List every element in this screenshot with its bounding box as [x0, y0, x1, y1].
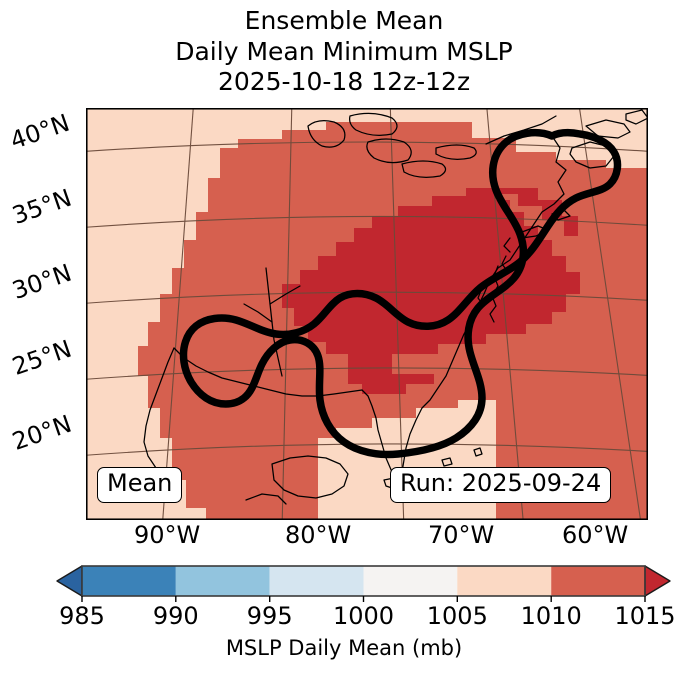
- title-line-2: Daily Mean Minimum MSLP: [175, 36, 513, 66]
- fill-lobe-gulfcoast: [348, 364, 434, 394]
- river-tributary: [243, 303, 273, 323]
- lon-tick-80w: 80°W: [285, 521, 352, 549]
- colorbar-swatches[interactable]: [0, 558, 688, 604]
- lon-tick-70w: 70°W: [428, 521, 495, 549]
- colorbar-band-985-990: [82, 566, 176, 596]
- colorbar-ticks: [81, 596, 646, 602]
- newfoundland: [625, 109, 648, 125]
- colorbar-tick-985: 985: [59, 602, 105, 630]
- coast-central-america: [245, 493, 287, 505]
- colorbar-tick-1005: 1005: [426, 602, 488, 630]
- page-title: Ensemble Mean Daily Mean Minimum MSLP 20…: [0, 6, 688, 98]
- map-frame: [86, 108, 648, 520]
- coast-gulf-north: [173, 347, 363, 397]
- map-panel[interactable]: [86, 108, 648, 520]
- colorbar-tick-995: 995: [246, 602, 293, 630]
- yucatan-peninsula: [271, 455, 349, 499]
- colorbar-tick-1010: 1010: [520, 602, 582, 630]
- lat-tick-30n: 30°N: [8, 258, 76, 305]
- contour-main-loop: [179, 128, 622, 459]
- colorbar-axis-label: MSLP Daily Mean (mb): [225, 636, 463, 660]
- coast-mexico-east: [143, 347, 175, 477]
- parallel-25n: [86, 367, 648, 380]
- title-line-1: Ensemble Mean: [244, 6, 444, 35]
- colorbar-extend-over: [644, 565, 671, 597]
- colorbar[interactable]: 985 990 995 1000 1005 1010 1015 MSLP Dai…: [0, 558, 688, 674]
- lat-tick-40n: 40°N: [6, 108, 74, 155]
- annotation-mean: Mean: [97, 467, 183, 503]
- coast-florida-west: [361, 389, 399, 485]
- lake-superior: [349, 112, 398, 136]
- long-island-sound: [503, 237, 511, 253]
- title-line-3: 2025-10-18 12z-12z: [217, 67, 471, 96]
- colorbar-tick-1015: 1015: [614, 602, 676, 630]
- lat-tick-35n: 35°N: [8, 183, 76, 230]
- parallel-20n: [86, 443, 648, 456]
- nova-scotia: [569, 141, 615, 169]
- lake-erie: [401, 160, 447, 178]
- colorbar-band-995-1000: [269, 566, 364, 596]
- colorbar-band-990-995: [175, 566, 270, 596]
- lon-tick-90w: 90°W: [134, 521, 201, 549]
- colorbar-band-1005-1010: [457, 566, 552, 596]
- lon-tick-60w: 60°W: [562, 521, 629, 549]
- mslp-map[interactable]: [86, 108, 648, 520]
- colorbar-band-1000-1005: [363, 566, 458, 596]
- meridian-75w: [578, 108, 642, 520]
- colorbar-band-1010-1015: [551, 566, 646, 596]
- lake-michigan: [307, 120, 346, 148]
- colorbar-extend-under: [56, 565, 83, 597]
- meridian-90w: [281, 108, 293, 520]
- bahamas-1: [441, 457, 453, 467]
- lat-tick-20n: 20°N: [8, 409, 76, 456]
- parallel-35n: [86, 215, 648, 228]
- bahamas-3: [473, 447, 483, 457]
- lat-tick-25n: 25°N: [8, 334, 76, 381]
- highlighted-isobar-contour: [179, 128, 622, 459]
- lake-ontario: [435, 144, 477, 160]
- ohio-river: [269, 285, 301, 305]
- annotation-run: Run: 2025-09-24: [390, 467, 612, 503]
- colorbar-tick-1000: 1000: [332, 602, 395, 630]
- meridian-95w: [162, 108, 194, 520]
- lake-huron: [366, 138, 412, 164]
- colorbar-tick-990: 990: [152, 602, 199, 630]
